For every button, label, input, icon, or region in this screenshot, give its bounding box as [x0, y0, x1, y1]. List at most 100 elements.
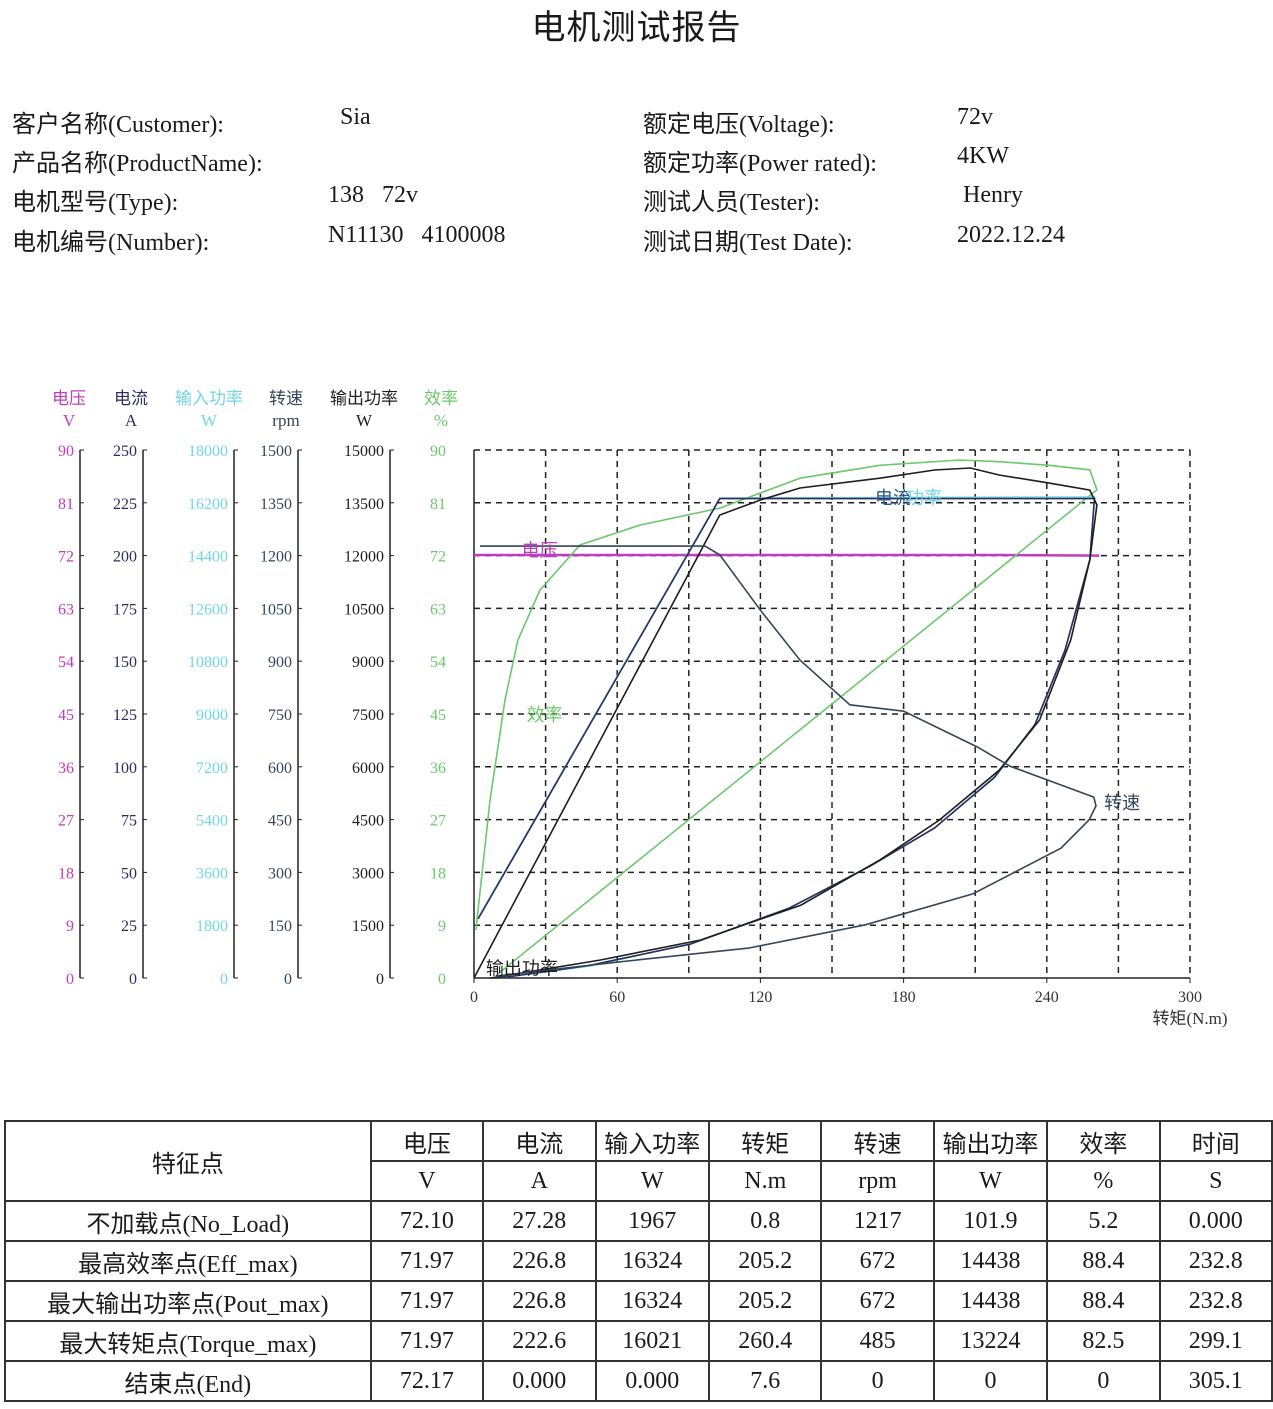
- y-tick-label: 1350: [260, 496, 292, 513]
- y-tick-label: 16200: [188, 496, 228, 513]
- axis-title: 效率: [424, 389, 458, 409]
- y-tick-label: 4500: [352, 813, 384, 830]
- axis-title: 电压: [52, 389, 86, 409]
- table-cell: 0.8: [708, 1200, 823, 1242]
- table-cell: 71.97: [369, 1240, 485, 1282]
- y-tick-label: 45: [58, 707, 74, 724]
- column-header: 特征点: [4, 1120, 372, 1202]
- y-tick-label: 600: [268, 760, 292, 777]
- y-tick-label: 0: [376, 971, 384, 988]
- y-tick-label: 0: [284, 971, 292, 988]
- y-tick-label: 27: [58, 813, 74, 830]
- series-line-电压: [474, 553, 1100, 557]
- column-unit: V: [369, 1160, 485, 1202]
- table-cell: 14438: [932, 1240, 1049, 1282]
- info-label: 测试人员(Tester):: [643, 190, 820, 216]
- y-tick-label: 1800: [196, 918, 228, 935]
- axis-unit: %: [434, 411, 448, 430]
- y-tick-label: 10500: [344, 601, 384, 618]
- series-line-转速: [480, 545, 1097, 977]
- y-tick-label: 10800: [188, 654, 228, 671]
- y-tick-label: 5400: [196, 813, 228, 830]
- series-line-功率: [477, 496, 1096, 979]
- y-tick-label: 63: [430, 601, 446, 618]
- table-cell: 14438: [932, 1280, 1049, 1322]
- axis-title: 输入功率: [175, 389, 243, 409]
- table-cell: 0: [1046, 1360, 1161, 1402]
- y-tick-label: 12600: [188, 601, 228, 618]
- column-unit: N.m: [708, 1160, 823, 1202]
- table-cell: 0: [932, 1360, 1049, 1402]
- info-label: 电机编号(Number):: [12, 230, 210, 256]
- y-tick-label: 7500: [352, 707, 384, 724]
- y-tick-label: 1200: [260, 549, 292, 566]
- column-header: 输入功率: [594, 1120, 711, 1162]
- y-tick-label: 3600: [196, 865, 228, 882]
- column-header: 电压: [369, 1120, 485, 1162]
- x-tick-label: 300: [1178, 989, 1202, 1006]
- info-label: 额定电压(Voltage):: [643, 112, 835, 138]
- column-header: 电流: [482, 1120, 597, 1162]
- column-unit: S: [1158, 1160, 1273, 1202]
- axis-unit: W: [356, 411, 373, 430]
- table-cell: 205.2: [708, 1240, 823, 1282]
- table-cell: 13224: [932, 1320, 1049, 1362]
- y-tick-label: 81: [58, 496, 74, 513]
- y-tick-label: 100: [113, 760, 137, 777]
- column-header: 时间: [1158, 1120, 1273, 1162]
- y-tick-label: 150: [113, 654, 137, 671]
- info-value: N11130 4100008: [328, 222, 506, 248]
- column-unit: W: [932, 1160, 1049, 1202]
- info-value: 138 72v: [328, 182, 418, 208]
- report-title: 电机测试报告: [531, 10, 742, 47]
- y-tick-label: 50: [121, 865, 137, 882]
- table-cell: 71.97: [369, 1320, 485, 1362]
- axis-title: 输出功率: [330, 389, 398, 409]
- y-tick-label: 200: [113, 549, 137, 566]
- table-cell: 5.2: [1046, 1200, 1161, 1242]
- table-cell: 0.000: [594, 1360, 711, 1402]
- y-tick-label: 250: [113, 443, 137, 460]
- y-tick-label: 1500: [260, 443, 292, 460]
- y-tick-label: 1500: [352, 918, 384, 935]
- info-label: 产品名称(ProductName):: [12, 151, 263, 177]
- table-row: 最大转矩点(Torque_max) 71.97 222.6 16021 260.4 485…: [4, 1320, 1273, 1362]
- column-unit: W: [594, 1160, 711, 1202]
- column-header: 输出功率: [932, 1120, 1049, 1162]
- x-tick-label: 0: [470, 989, 478, 1006]
- performance-chart: 0 60 120 180 240 300转矩(N.m)电压V091827364554637…: [52, 389, 1228, 1028]
- header-row: 特征点 电压 电流 输入功率 转矩 转速 输出功率 效率 时间: [4, 1120, 1273, 1202]
- table-cell: 82.5: [1046, 1320, 1161, 1362]
- x-tick-label: 240: [1035, 989, 1059, 1006]
- table-cell: 101.9: [932, 1200, 1049, 1242]
- y-tick-label: 750: [268, 707, 292, 724]
- y-tick-label: 54: [58, 654, 74, 671]
- y-tick-label: 450: [268, 813, 292, 830]
- axis-title: 转速: [269, 389, 303, 409]
- y-tick-label: 54: [430, 654, 446, 671]
- info-label: 客户名称(Customer):: [12, 112, 224, 138]
- y-tick-label: 18: [58, 865, 74, 882]
- table-cell: 672: [820, 1240, 935, 1282]
- y-tick-label: 25: [121, 918, 137, 935]
- table-cell: 305.1: [1158, 1360, 1273, 1402]
- table-cell: 672: [820, 1280, 935, 1322]
- x-tick-label: 180: [892, 989, 916, 1006]
- table-cell: 0.000: [1158, 1200, 1273, 1242]
- column-unit: A: [482, 1160, 597, 1202]
- y-tick-label: 9000: [196, 707, 228, 724]
- info-label: 电机型号(Type):: [12, 190, 179, 216]
- y-tick-label: 15000: [344, 443, 384, 460]
- series-line-电流: [477, 497, 1096, 979]
- y-tick-label: 90: [430, 443, 446, 460]
- y-tick-label: 36: [58, 760, 74, 777]
- y-tick-label: 45: [430, 707, 446, 724]
- y-tick-label: 18: [430, 865, 446, 882]
- table-cell: 7.6: [708, 1360, 823, 1402]
- y-tick-label: 18000: [188, 443, 228, 460]
- y-tick-label: 0: [438, 971, 446, 988]
- curve-label: 输出功率: [486, 958, 558, 979]
- table-cell: 232.8: [1158, 1240, 1273, 1282]
- table-cell: 16324: [594, 1240, 711, 1282]
